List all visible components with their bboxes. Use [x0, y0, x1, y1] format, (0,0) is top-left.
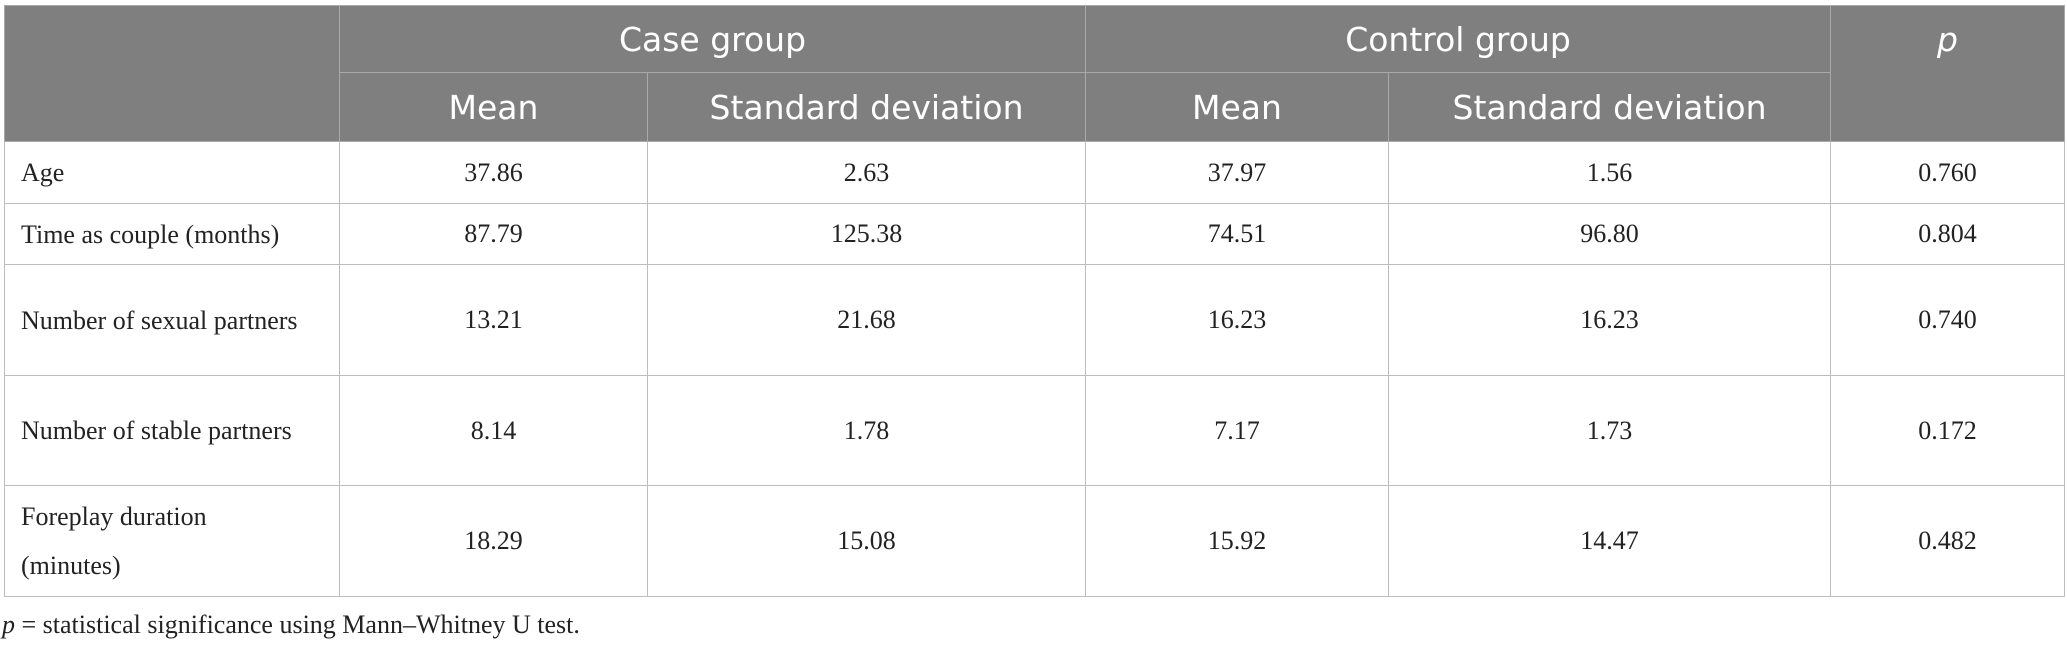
- row-label-cell: Age: [4, 141, 340, 204]
- value-cell: 37.86: [339, 141, 648, 204]
- group-header: Control group: [1085, 5, 1831, 73]
- row-label-cell: Number of sexual partners: [4, 264, 340, 376]
- value-cell: 1.73: [1388, 375, 1831, 486]
- value-cell: 0.482: [1830, 485, 2065, 597]
- row-label: Number of stable partners: [21, 416, 292, 445]
- row-label: Number of sexual partners: [21, 305, 298, 335]
- data-table: Case group Control group p Mean Standard …: [4, 5, 2065, 597]
- p-header: p: [1830, 5, 2065, 142]
- row-label: Time as couple (months): [21, 219, 280, 249]
- table-row: Age 37.86 2.63 37.97 1.56 0.760: [4, 141, 2065, 204]
- row-label: Age: [21, 158, 65, 187]
- footnote: p = statistical significance using Mann–…: [2, 610, 580, 640]
- value-cell: 18.29: [339, 485, 648, 597]
- value-cell: 125.38: [647, 203, 1086, 265]
- subheader-row: Mean Standard deviation Mean Standard devia…: [5, 72, 2065, 142]
- row-label-cell: Time as couple (months): [4, 203, 340, 265]
- value-cell: 87.79: [339, 203, 648, 265]
- value-cell: 15.92: [1085, 485, 1389, 597]
- footnote-symbol: p: [2, 610, 15, 639]
- value-cell: 15.08: [647, 485, 1086, 597]
- footnote-text: = statistical significance using Mann–Wh…: [21, 610, 580, 639]
- value-cell: 7.17: [1085, 375, 1389, 486]
- value-cell: 2.63: [647, 141, 1086, 204]
- value-cell: 0.804: [1830, 203, 2065, 265]
- value-cell: 0.760: [1830, 141, 2065, 204]
- value-cell: 0.740: [1830, 264, 2065, 376]
- table-row: Number of stable partners 8.14 1.78 7.17 1.7…: [4, 375, 2065, 486]
- subcolumn-header: Standard deviation: [647, 72, 1086, 142]
- value-cell: 1.78: [647, 375, 1086, 486]
- subcolumn-header: Standard deviation: [1388, 72, 1831, 142]
- subcolumn-header: Mean: [1085, 72, 1389, 142]
- value-cell: 16.23: [1388, 264, 1831, 376]
- corner-cell: [4, 5, 340, 142]
- table-row: Time as couple (months) 87.79 125.38 74.51 9…: [4, 203, 2065, 265]
- row-label-cell: Foreplay duration (minutes): [4, 485, 340, 597]
- value-cell: 1.56: [1388, 141, 1831, 204]
- value-cell: 0.172: [1830, 375, 2065, 486]
- value-cell: 21.68: [647, 264, 1086, 376]
- value-cell: 8.14: [339, 375, 648, 486]
- value-cell: 96.80: [1388, 203, 1831, 265]
- table-body: Age 37.86 2.63 37.97 1.56 0.760 Time as couple…: [4, 141, 2065, 597]
- table-row: Number of sexual partners 13.21 21.68 16.23…: [4, 264, 2065, 376]
- group-header: Case group: [339, 5, 1086, 73]
- table-row: Foreplay duration (minutes) 18.29 15.08 15.…: [4, 485, 2065, 597]
- p-label: p: [1937, 20, 1958, 59]
- value-cell: 74.51: [1085, 203, 1389, 265]
- row-label: Foreplay duration (minutes): [21, 502, 207, 580]
- value-cell: 37.97: [1085, 141, 1389, 204]
- subcolumn-header: Mean: [339, 72, 648, 142]
- value-cell: 14.47: [1388, 485, 1831, 597]
- value-cell: 13.21: [339, 264, 648, 376]
- row-label-cell: Number of stable partners: [4, 375, 340, 486]
- value-cell: 16.23: [1085, 264, 1389, 376]
